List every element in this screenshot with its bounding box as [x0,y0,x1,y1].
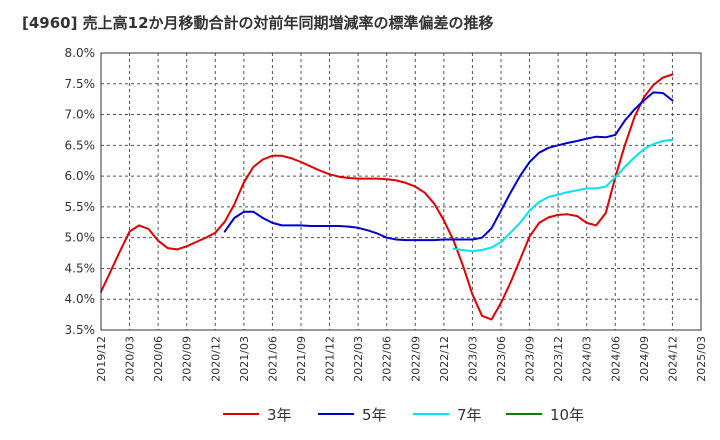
y-tick-label: 7.0% [65,108,96,122]
x-tick-label: 2022/09 [409,336,422,382]
legend-item: 3年 [223,402,292,426]
series-lines [100,73,674,321]
y-tick-label: 4.5% [65,261,96,275]
legend-swatch [413,413,449,415]
legend-label: 10年 [550,405,585,424]
x-tick-label: 2023/12 [552,336,565,382]
legend-label: 3年 [267,405,292,424]
x-tick-label: 2021/03 [238,336,251,382]
series-line-7年 [452,138,674,253]
legend-swatch [223,413,259,415]
legend-swatch [506,413,542,415]
x-tick-label: 2021/09 [295,336,308,382]
legend: 3年 5年 7年 10年 [0,402,720,426]
x-tick-label: 2024/06 [609,336,622,382]
series-line-3年 [100,73,674,321]
x-tick-label: 2022/03 [352,336,365,382]
y-tick-label: 6.0% [65,169,96,183]
series-line-5年 [223,91,674,242]
x-tick-label: 2020/03 [124,336,137,382]
x-tick-labels: 2019/12 2020/03 2020/06 2020/09 2020/12 2021/… [95,336,708,382]
legend-label: 7年 [457,405,482,424]
y-tick-label: 5.5% [65,200,96,214]
grid-lines [101,53,701,330]
y-tick-label: 3.5% [65,323,96,337]
y-tick-labels: 3.5% 4.0% 4.5% 5.0% 5.5% 6.0% 6.5% 7.0% 7.5% 8.0% [65,46,96,337]
x-tick-label: 2019/12 [95,336,108,382]
legend-swatch [318,413,354,415]
y-tick-label: 5.0% [65,231,96,245]
x-tick-label: 2023/09 [524,336,537,382]
x-tick-label: 2020/09 [181,336,194,382]
x-tick-label: 2024/03 [581,336,594,382]
x-tick-label: 2022/06 [381,336,394,382]
x-tick-label: 2024/12 [666,336,679,382]
plot-frame [100,52,702,331]
y-tick-label: 4.0% [65,292,96,306]
x-tick-label: 2025/03 [695,336,708,382]
y-tick-label: 6.5% [65,138,96,152]
legend-label: 5年 [362,405,387,424]
x-tick-label: 2021/12 [324,336,337,382]
legend-item: 10年 [506,402,584,426]
x-tick-label: 2020/12 [209,336,222,382]
x-tick-label: 2023/06 [495,336,508,382]
x-tick-label: 2024/09 [638,336,651,382]
x-tick-label: 2020/06 [152,336,165,382]
legend-item: 5年 [318,402,387,426]
x-tick-label: 2023/03 [466,336,479,382]
y-tick-label: 7.5% [65,77,96,91]
x-tick-label: 2022/12 [438,336,451,382]
x-tick-label: 2021/06 [266,336,279,382]
y-tick-label: 8.0% [65,46,96,60]
chart-title: [4960] 売上高12か月移動合計の対前年同期増減率の標準偏差の推移 [22,14,494,32]
legend-item: 7年 [413,402,482,426]
